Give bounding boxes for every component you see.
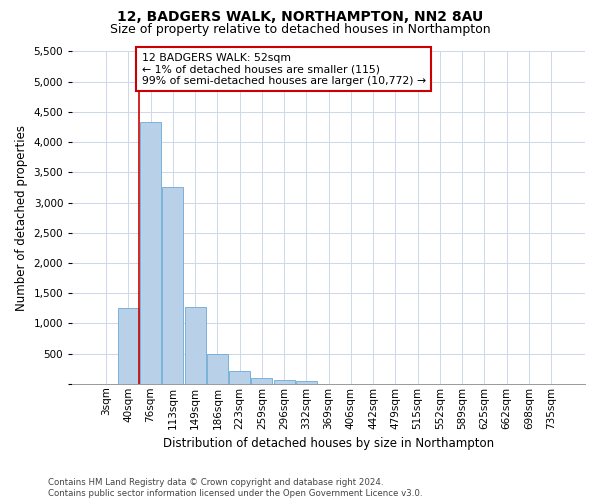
Text: Size of property relative to detached houses in Northampton: Size of property relative to detached ho… bbox=[110, 22, 490, 36]
Bar bbox=[207, 354, 228, 384]
X-axis label: Distribution of detached houses by size in Northampton: Distribution of detached houses by size … bbox=[163, 437, 494, 450]
Bar bbox=[185, 307, 206, 384]
Y-axis label: Number of detached properties: Number of detached properties bbox=[15, 124, 28, 310]
Bar bbox=[274, 380, 295, 384]
Text: 12, BADGERS WALK, NORTHAMPTON, NN2 8AU: 12, BADGERS WALK, NORTHAMPTON, NN2 8AU bbox=[117, 10, 483, 24]
Text: Contains HM Land Registry data © Crown copyright and database right 2024.
Contai: Contains HM Land Registry data © Crown c… bbox=[48, 478, 422, 498]
Text: 12 BADGERS WALK: 52sqm
← 1% of detached houses are smaller (115)
99% of semi-det: 12 BADGERS WALK: 52sqm ← 1% of detached … bbox=[142, 52, 426, 86]
Bar bbox=[140, 122, 161, 384]
Bar bbox=[251, 378, 272, 384]
Bar bbox=[296, 380, 317, 384]
Bar bbox=[118, 308, 139, 384]
Bar bbox=[229, 371, 250, 384]
Bar bbox=[162, 187, 184, 384]
